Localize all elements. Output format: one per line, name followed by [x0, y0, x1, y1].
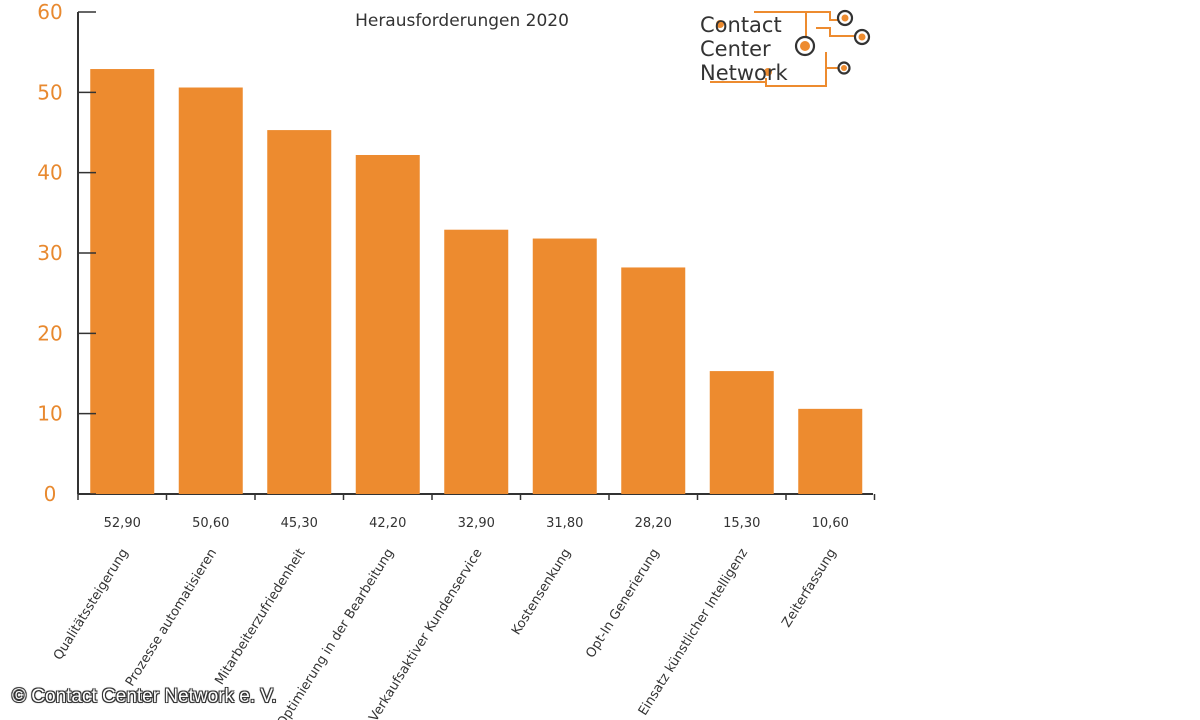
logo-dot-icon [841, 65, 847, 71]
bar [709, 371, 774, 494]
bar [178, 87, 243, 494]
y-tick-label: 30 [37, 241, 62, 265]
y-tick-label: 20 [37, 321, 62, 345]
y-tick-label: 50 [37, 80, 62, 104]
y-tick-label: 10 [37, 402, 62, 426]
y-tick-label: 0 [44, 482, 57, 506]
bar [90, 69, 155, 494]
bar [532, 238, 597, 494]
logo-dot-icon [841, 14, 849, 22]
logo-text-line-1: Contact [700, 13, 782, 37]
value-label: 28,20 [635, 516, 672, 531]
value-label: 42,20 [369, 516, 406, 531]
y-tick-label: 40 [37, 161, 62, 185]
bar [798, 408, 863, 494]
logo-dot-icon [800, 41, 810, 51]
category-label: Mitarbeiterzufriedenheit [212, 546, 308, 688]
logo-circuit-lines [710, 11, 855, 87]
category-label: Opt-In Generierung [583, 546, 662, 661]
value-label: 50,60 [192, 516, 229, 531]
logo-letter-dot-icon [764, 68, 772, 76]
value-labels: 52,90 50,60 45,30 42,20 32,90 31,80 28,20 15,30… [104, 516, 849, 531]
value-label: 45,30 [281, 516, 318, 531]
chart-title: Herausforderungen 2020 [355, 11, 569, 31]
logo-dot-icon [858, 33, 866, 41]
logo-ring-icons [716, 9, 871, 76]
value-label: 31,80 [546, 516, 583, 531]
y-tick-label: 60 [37, 0, 62, 24]
value-label: 15,30 [723, 516, 760, 531]
bar [355, 154, 420, 494]
category-label: Zeiterfassung [779, 546, 839, 630]
logo-text-line-2: Center [700, 37, 771, 61]
logo: Contact Center Network [700, 9, 871, 87]
bar [267, 130, 332, 494]
y-ticks: 0 10 20 30 40 50 60 [37, 0, 96, 506]
category-label: Prozesse automatisieren [123, 546, 220, 689]
bar [621, 267, 686, 494]
category-label: Kostensenkung [509, 546, 574, 638]
category-label: Qualitätssteigerung [51, 546, 132, 663]
value-label: 52,90 [104, 516, 141, 531]
logo-text-line-3: Network [700, 61, 789, 85]
category-label: Einsatz künstlicher Intelligenz [636, 546, 751, 718]
value-label: 10,60 [812, 516, 849, 531]
value-label: 32,90 [458, 516, 495, 531]
copyright-notice: © Contact Center Network e. V. [12, 686, 277, 707]
logo-letter-dot-icon [716, 20, 724, 28]
bar [444, 229, 509, 494]
bars [90, 69, 863, 494]
